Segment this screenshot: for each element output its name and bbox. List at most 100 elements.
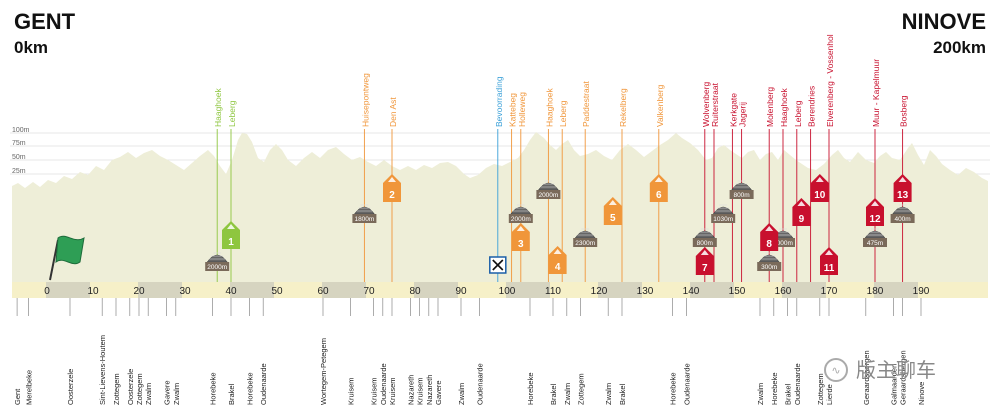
- climb-marker: 3: [511, 223, 530, 251]
- svg-text:∿: ∿: [831, 365, 840, 377]
- place-name: Brakel: [618, 383, 627, 405]
- climb-marker: 12: [866, 198, 884, 226]
- cobble-sector-icon: 2000m: [508, 204, 533, 223]
- climb-marker: 1: [222, 221, 240, 249]
- km-tick-label: 80: [409, 286, 421, 297]
- place-name: Kruisem: [416, 377, 425, 405]
- altitude-label: 25m: [12, 168, 26, 175]
- climb-name: Paddestraat: [581, 81, 591, 127]
- cobble-length: 800m: [733, 192, 749, 199]
- climb-name: Kerkgate: [728, 93, 738, 127]
- cobble-sector-icon: 475m: [863, 228, 887, 247]
- km-axis-segment: [874, 282, 918, 298]
- climb-marker: 5: [603, 197, 622, 225]
- altitude-label: 75m: [12, 140, 26, 147]
- place-name: Oosterzele: [66, 369, 75, 405]
- climb-name: Elverenberg - Vossenhol: [825, 34, 835, 127]
- climb-name: Holleweg: [517, 92, 527, 127]
- km-tick-label: 0: [44, 286, 50, 297]
- place-name: Ninove: [917, 382, 926, 405]
- climb-name: Ruiterstraat: [710, 82, 720, 127]
- start-city: GENT: [14, 9, 76, 34]
- climb-name: Jagerij: [738, 102, 748, 127]
- km-tick-label: 140: [683, 286, 700, 297]
- km-tick-label: 100: [499, 286, 516, 297]
- place-name: Zwalm: [756, 383, 765, 405]
- elevation-profile: [12, 132, 988, 282]
- place-name: Oosterzele: [126, 369, 135, 405]
- place-name: Brakel: [227, 383, 236, 405]
- climb-number: 2: [389, 190, 395, 201]
- climb-marker: 6: [649, 174, 668, 202]
- place-name: Kruisem: [388, 377, 397, 405]
- climb-number: 4: [555, 262, 561, 273]
- place-name: Geraardsbergen: [862, 350, 871, 405]
- climb-number: 6: [656, 190, 662, 201]
- place-name: Horebeke: [669, 372, 678, 405]
- climb-name: Haaghoek: [213, 87, 223, 127]
- place-name: Brakel: [549, 383, 558, 405]
- place-name: Zottegem: [816, 373, 825, 405]
- km-tick-label: 130: [637, 286, 654, 297]
- climb-marker: 8: [760, 223, 779, 251]
- altitude-label: 50m: [12, 154, 26, 161]
- place-name: Horebeke: [209, 372, 218, 405]
- start-km: 0km: [14, 38, 49, 57]
- cobble-sector-icon: 800m: [692, 228, 717, 247]
- climb-number: 13: [897, 190, 909, 201]
- climb-number: 7: [702, 263, 708, 274]
- climb-name: Valkenberg: [655, 84, 665, 127]
- climb-name: Kattebeg: [508, 93, 518, 127]
- climb-name: Haaghoek: [779, 87, 789, 127]
- cobble-length: 2000m: [773, 240, 793, 247]
- place-name: Galmaarden: [889, 364, 898, 405]
- place-name: Zwalm: [144, 383, 153, 405]
- climb-marker: 10: [810, 174, 829, 202]
- start-flag-icon: [49, 235, 85, 281]
- climb-marker: 4: [548, 246, 567, 274]
- place-name: Oudenaarde: [475, 363, 484, 405]
- km-tick-label: 60: [317, 286, 329, 297]
- place-name: Nazareth: [425, 375, 434, 405]
- climb-marker: 11: [820, 247, 838, 275]
- place-name: Oudenaarde: [793, 363, 802, 405]
- climb-name: Bevoorrading: [494, 76, 504, 127]
- place-name: Zottegem: [135, 373, 144, 405]
- km-axis-segment: [414, 282, 458, 298]
- place-name: Zwalm: [172, 383, 181, 405]
- cobble-length: 300m: [761, 264, 777, 271]
- climb-name: Muur - Kapelmuur: [871, 59, 881, 127]
- km-axis-segment: [230, 282, 274, 298]
- cobble-sector-icon: 2000m: [205, 252, 230, 271]
- place-name: Lierde: [825, 384, 834, 405]
- cobble-length: 1030m: [713, 216, 733, 223]
- place-name: Gavere: [434, 380, 443, 405]
- climb-name: Berendries: [807, 86, 817, 127]
- cobble-sector-icon: 2300m: [573, 228, 598, 247]
- place-name: Sint-Lievens-Houtem: [98, 335, 107, 405]
- place-name: Zwalm: [457, 383, 466, 405]
- km-tick-label: 20: [133, 286, 145, 297]
- cobble-sector-icon: 1800m: [352, 204, 377, 223]
- feed-zone-icon: [489, 256, 507, 274]
- climb-number: 9: [799, 214, 805, 225]
- place-name: Horebeke: [526, 372, 535, 405]
- climb-number: 12: [869, 214, 881, 225]
- km-tick-label: 190: [913, 286, 930, 297]
- climb-name: Leberg: [558, 100, 568, 127]
- climb-name: Leberg: [793, 100, 803, 127]
- place-name: Wortegem-Petegem: [319, 338, 328, 405]
- climb-name: Huisepontweg: [360, 73, 370, 127]
- km-axis-segment: [322, 282, 366, 298]
- climb-name: Wolvenberg: [701, 82, 711, 127]
- place-name: Nazareth: [406, 375, 415, 405]
- watermark: ∿ 版主聊车: [824, 358, 936, 382]
- place-name: Merelbeke: [25, 370, 34, 405]
- km-tick-label: 90: [455, 286, 467, 297]
- climb-marker: 2: [383, 174, 401, 202]
- place-name: Zwalm: [604, 383, 613, 405]
- climb-name: Rekelberg: [618, 88, 628, 127]
- cobble-length: 475m: [867, 240, 883, 247]
- cobble-sector-icon: 1030m: [711, 204, 736, 223]
- place-name: Gavere: [163, 380, 172, 405]
